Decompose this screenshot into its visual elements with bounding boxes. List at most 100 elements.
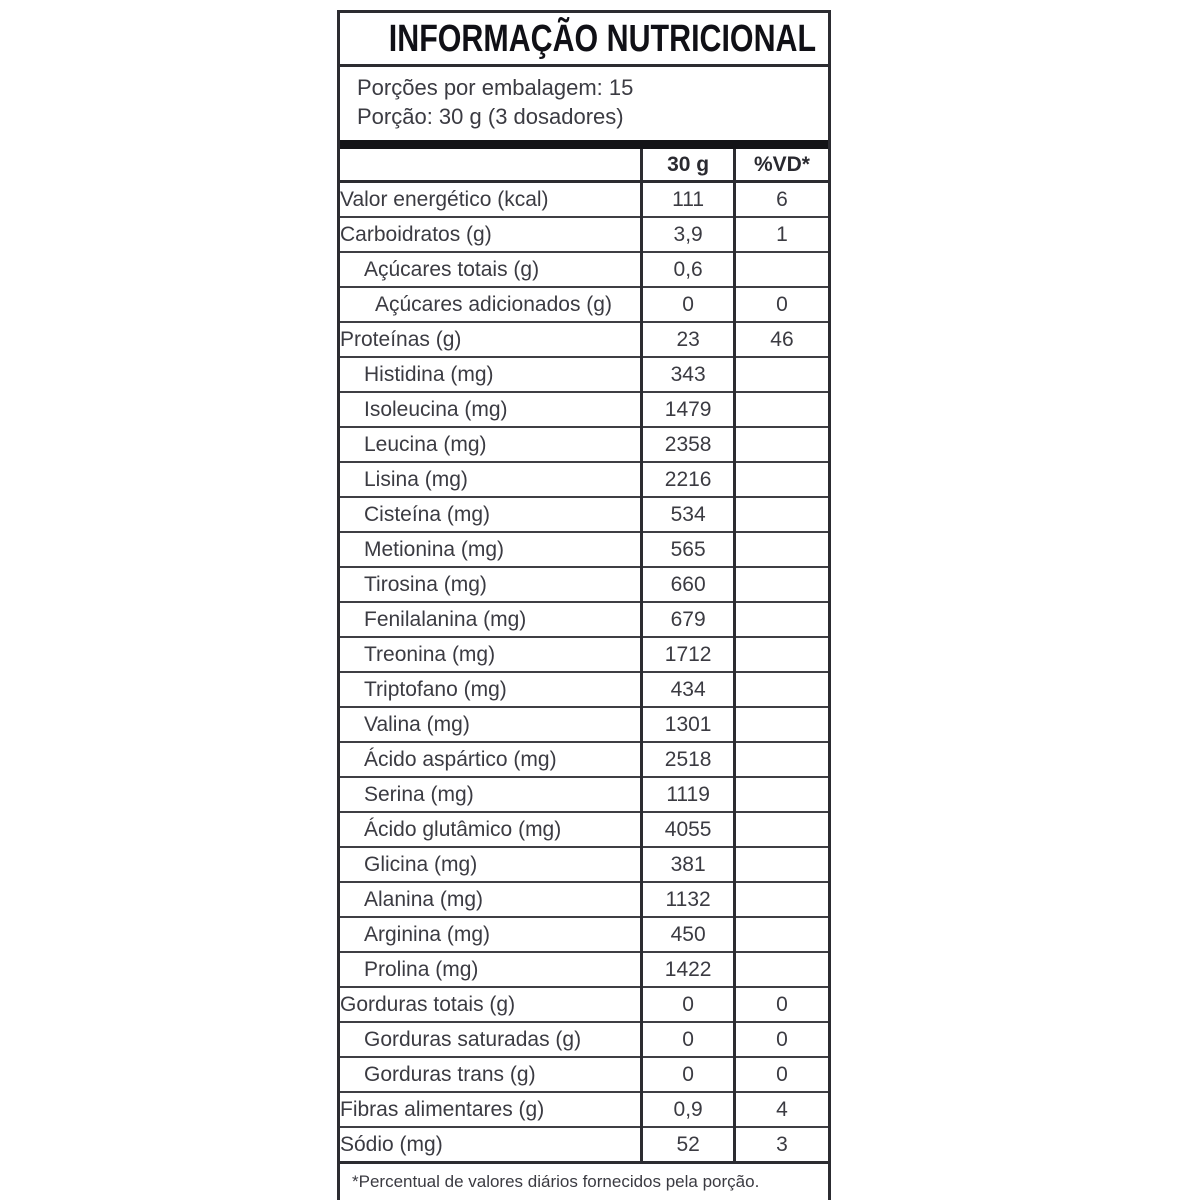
row-amount: 381 xyxy=(640,847,735,883)
row-label: Tirosina (mg) xyxy=(340,567,642,603)
table-row: Valina (mg) 1301 xyxy=(340,707,828,743)
row-vd xyxy=(732,777,828,813)
row-label: Proteínas (g) xyxy=(340,322,642,358)
row-vd xyxy=(732,707,828,743)
row-label: Gorduras saturadas (g) xyxy=(340,1022,642,1058)
row-vd xyxy=(732,252,828,288)
row-amount: 1479 xyxy=(640,392,735,428)
nutrition-table: 30 g %VD* Valor energético (kcal) 111 6 … xyxy=(340,149,828,1164)
row-vd xyxy=(732,672,828,708)
row-amount: 3,9 xyxy=(640,217,735,253)
row-label: Carboidratos (g) xyxy=(340,217,642,253)
row-vd: 0 xyxy=(732,287,828,323)
row-amount: 565 xyxy=(640,532,735,568)
table-row: Lisina (mg) 2216 xyxy=(340,462,828,498)
row-label: Lisina (mg) xyxy=(340,462,642,498)
row-label: Glicina (mg) xyxy=(340,847,642,883)
header-amount-column: 30 g xyxy=(640,149,735,183)
table-row: Arginina (mg) 450 xyxy=(340,917,828,953)
header-row: 30 g %VD* xyxy=(340,149,828,183)
table-row: Ácido aspártico (mg) 2518 xyxy=(340,742,828,778)
row-amount: 660 xyxy=(640,567,735,603)
table-row: Metionina (mg) 565 xyxy=(340,532,828,568)
row-label: Fibras alimentares (g) xyxy=(340,1092,642,1128)
row-label: Ácido aspártico (mg) xyxy=(340,742,642,778)
row-amount: 343 xyxy=(640,357,735,393)
row-vd xyxy=(732,357,828,393)
table-row: Prolina (mg) 1422 xyxy=(340,952,828,988)
row-vd: 1 xyxy=(732,217,828,253)
row-amount: 0 xyxy=(640,1022,735,1058)
row-vd xyxy=(732,742,828,778)
row-vd xyxy=(732,567,828,603)
servings-per-package: Porções por embalagem: 15 xyxy=(357,75,634,100)
row-amount: 2518 xyxy=(640,742,735,778)
row-label: Ácido glutâmico (mg) xyxy=(340,812,642,848)
table-row: Proteínas (g) 23 46 xyxy=(340,322,828,358)
row-amount: 4055 xyxy=(640,812,735,848)
row-amount: 534 xyxy=(640,497,735,533)
row-amount: 0 xyxy=(640,287,735,323)
nutrition-table-body: Valor energético (kcal) 111 6 Carboidrat… xyxy=(340,181,828,1164)
row-label: Serina (mg) xyxy=(340,777,642,813)
table-row: Fibras alimentares (g) 0,9 4 xyxy=(340,1092,828,1128)
row-vd xyxy=(732,497,828,533)
row-label: Fenilalanina (mg) xyxy=(340,602,642,638)
table-row: Gorduras saturadas (g) 0 0 xyxy=(340,1022,828,1058)
row-label: Triptofano (mg) xyxy=(340,672,642,708)
serving-info: Porções por embalagem: 15 Porção: 30 g (… xyxy=(340,67,828,149)
row-vd xyxy=(732,882,828,918)
table-row: Glicina (mg) 381 xyxy=(340,847,828,883)
table-row: Tirosina (mg) 660 xyxy=(340,567,828,603)
row-amount: 1712 xyxy=(640,637,735,673)
row-amount: 0 xyxy=(640,1057,735,1093)
header-nutrient-column xyxy=(340,149,642,183)
row-label: Prolina (mg) xyxy=(340,952,642,988)
row-label: Treonina (mg) xyxy=(340,637,642,673)
row-amount: 0 xyxy=(640,987,735,1023)
row-label: Gorduras trans (g) xyxy=(340,1057,642,1093)
row-vd: 3 xyxy=(732,1127,828,1164)
row-label: Açúcares totais (g) xyxy=(340,252,642,288)
row-amount: 450 xyxy=(640,917,735,953)
row-vd: 6 xyxy=(732,181,828,218)
table-row: Triptofano (mg) 434 xyxy=(340,672,828,708)
table-row: Açúcares adicionados (g) 0 0 xyxy=(340,287,828,323)
nutrition-label: INFORMAÇÃO NUTRICIONAL Porções por embal… xyxy=(337,10,831,1200)
nutrition-label-title: INFORMAÇÃO NUTRICIONAL xyxy=(388,18,817,60)
row-vd xyxy=(732,847,828,883)
table-row: Fenilalanina (mg) 679 xyxy=(340,602,828,638)
row-vd xyxy=(732,392,828,428)
row-amount: 111 xyxy=(640,181,735,218)
row-label: Cisteína (mg) xyxy=(340,497,642,533)
row-amount: 0,6 xyxy=(640,252,735,288)
row-vd xyxy=(732,462,828,498)
row-label: Isoleucina (mg) xyxy=(340,392,642,428)
row-vd: 0 xyxy=(732,987,828,1023)
row-label: Alanina (mg) xyxy=(340,882,642,918)
table-row: Treonina (mg) 1712 xyxy=(340,637,828,673)
row-amount: 0,9 xyxy=(640,1092,735,1128)
table-row: Carboidratos (g) 3,9 1 xyxy=(340,217,828,253)
row-label: Arginina (mg) xyxy=(340,917,642,953)
row-amount: 1301 xyxy=(640,707,735,743)
row-vd xyxy=(732,637,828,673)
row-vd: 4 xyxy=(732,1092,828,1128)
title-section: INFORMAÇÃO NUTRICIONAL xyxy=(340,13,828,67)
table-row: Açúcares totais (g) 0,6 xyxy=(340,252,828,288)
row-vd: 0 xyxy=(732,1022,828,1058)
nutrition-table-header: 30 g %VD* xyxy=(340,149,828,183)
table-row: Leucina (mg) 2358 xyxy=(340,427,828,463)
table-row: Gorduras totais (g) 0 0 xyxy=(340,987,828,1023)
row-amount: 679 xyxy=(640,602,735,638)
table-row: Alanina (mg) 1132 xyxy=(340,882,828,918)
row-amount: 434 xyxy=(640,672,735,708)
row-amount: 52 xyxy=(640,1127,735,1164)
portion-size: Porção: 30 g (3 dosadores) xyxy=(357,104,624,129)
row-label: Histidina (mg) xyxy=(340,357,642,393)
row-amount: 1422 xyxy=(640,952,735,988)
row-vd: 0 xyxy=(732,1057,828,1093)
table-row: Ácido glutâmico (mg) 4055 xyxy=(340,812,828,848)
row-amount: 1132 xyxy=(640,882,735,918)
row-label: Açúcares adicionados (g) xyxy=(340,287,642,323)
